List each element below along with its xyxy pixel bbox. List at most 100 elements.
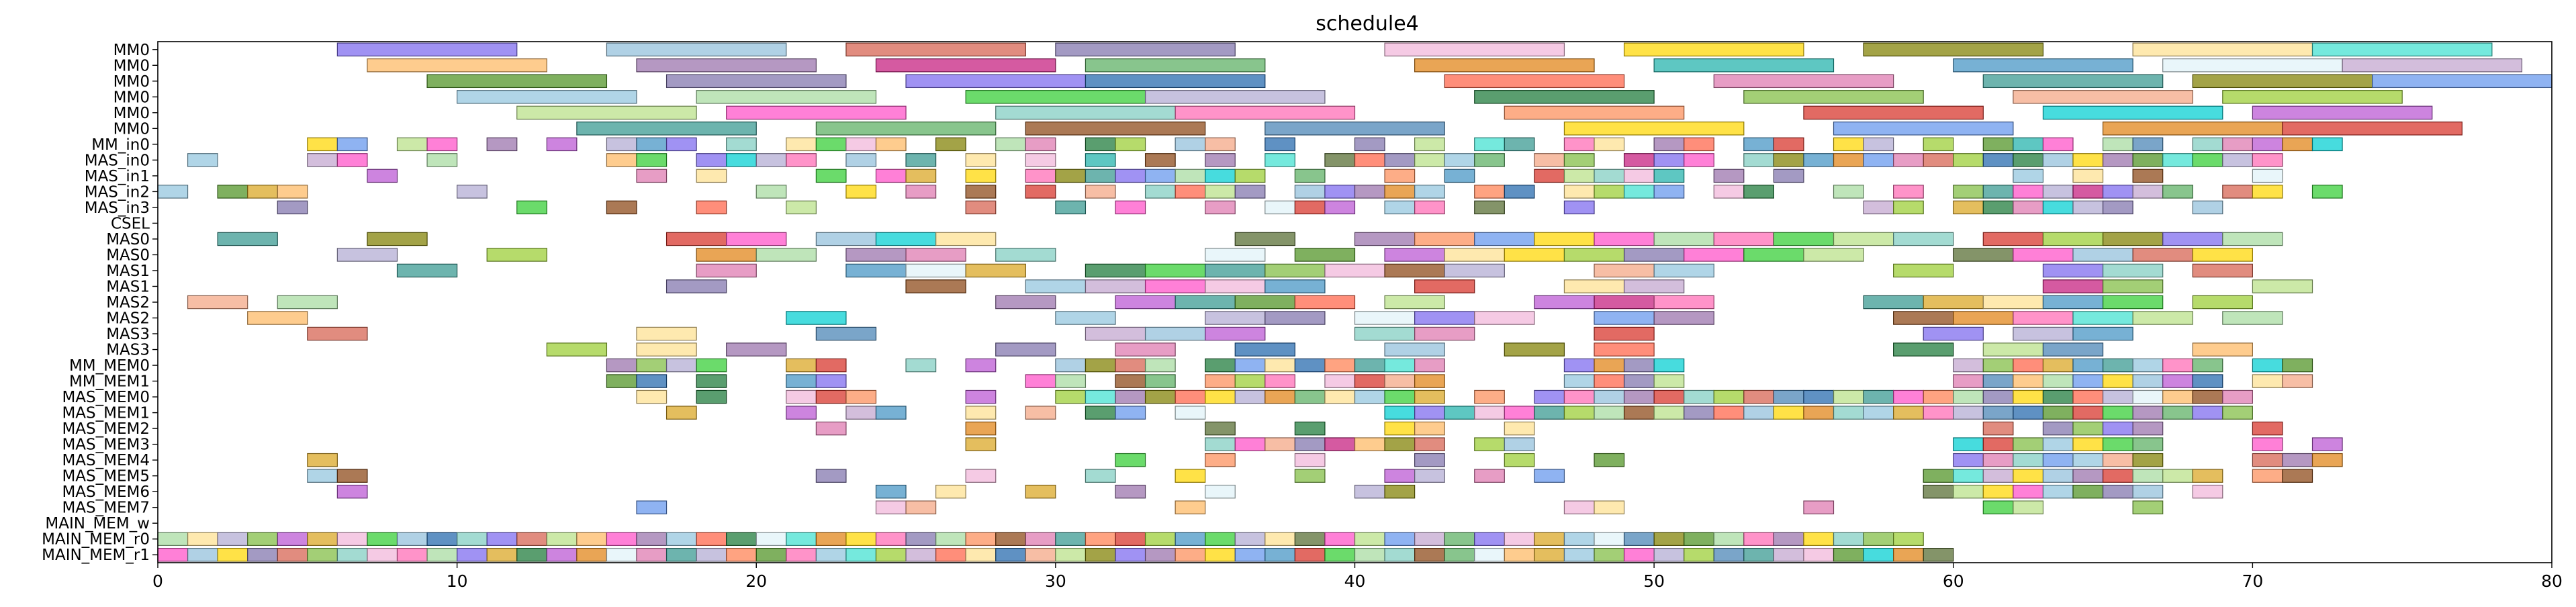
- task-bar: [1444, 547, 1475, 562]
- task-bar: [2072, 469, 2104, 483]
- task-bar: [2192, 153, 2223, 167]
- y-tick-label: MM_MEM1: [69, 373, 150, 391]
- task-bar: [696, 169, 727, 183]
- task-bar: [1264, 437, 1295, 451]
- task-bar: [307, 153, 338, 167]
- task-bar: [1982, 469, 2014, 483]
- task-bar: [1684, 137, 1714, 152]
- task-bar: [1384, 42, 1565, 57]
- task-bar: [1653, 137, 1685, 152]
- task-bar: [2013, 500, 2044, 514]
- task-bar: [1085, 532, 1116, 546]
- task-bar: [1833, 153, 1864, 167]
- task-bar: [1234, 437, 1266, 451]
- task-bar: [1743, 389, 1774, 404]
- task-bar: [277, 532, 308, 546]
- task-bar: [1324, 437, 1356, 451]
- task-bar: [815, 532, 847, 546]
- task-bar: [1085, 358, 1116, 373]
- task-bar: [2282, 453, 2313, 467]
- task-bar: [1653, 311, 1714, 325]
- task-bar: [1563, 532, 1595, 546]
- task-bar: [1384, 484, 1416, 499]
- task-bar: [157, 547, 189, 562]
- task-bar: [336, 532, 368, 546]
- task-bar: [1115, 342, 1176, 357]
- task-bar: [1324, 200, 1356, 215]
- task-bar: [1504, 437, 1535, 451]
- task-bar: [1534, 169, 1565, 183]
- task-bar: [1474, 200, 1505, 215]
- y-tick-label: MAS_MEM5: [62, 468, 150, 485]
- task-bar: [636, 153, 668, 167]
- task-bar: [2072, 153, 2104, 167]
- task-bar: [1474, 547, 1505, 562]
- y-tick-label: MAS_MEM2: [62, 420, 150, 438]
- task-bar: [1684, 406, 1714, 420]
- task-bar: [696, 200, 727, 215]
- task-bar: [905, 74, 1087, 89]
- task-bar: [2252, 279, 2313, 293]
- task-bar: [486, 137, 518, 152]
- task-bar: [845, 406, 877, 420]
- task-bar: [1025, 185, 1056, 199]
- task-bar: [665, 232, 727, 246]
- task-bar: [1594, 311, 1655, 325]
- task-bar: [426, 532, 458, 546]
- task-bar: [965, 185, 997, 199]
- x-tick-label: 50: [1643, 571, 1665, 591]
- task-bar: [1803, 389, 1835, 404]
- task-bar: [606, 42, 787, 57]
- task-bar: [1354, 185, 1385, 199]
- task-bar: [1893, 342, 1954, 357]
- task-bar: [1953, 437, 1984, 451]
- task-bar: [1684, 153, 1714, 167]
- task-bar: [1324, 532, 1356, 546]
- task-bar: [367, 232, 428, 246]
- task-bar: [1863, 295, 1924, 310]
- task-bar: [2072, 437, 2104, 451]
- task-bar: [2042, 469, 2074, 483]
- task-bar: [1144, 374, 1176, 388]
- y-tick-label: MAS_in0: [85, 152, 150, 169]
- task-bar: [1563, 374, 1595, 388]
- task-bar: [1594, 453, 1625, 467]
- task-bar: [2222, 153, 2253, 167]
- task-bar: [2072, 406, 2104, 420]
- task-bar: [1384, 263, 1445, 278]
- task-bar: [1414, 437, 1445, 451]
- task-bar: [1982, 453, 2014, 467]
- task-bar: [2102, 374, 2133, 388]
- task-bar: [1444, 248, 1505, 262]
- task-bar: [1982, 200, 2014, 215]
- task-bar: [965, 200, 997, 215]
- task-bar: [1773, 232, 1835, 246]
- task-bar: [2162, 153, 2193, 167]
- task-bar: [1594, 232, 1655, 246]
- task-bar: [516, 532, 547, 546]
- task-bar: [1055, 532, 1087, 546]
- task-bar: [1144, 326, 1206, 341]
- task-bar: [875, 58, 1056, 73]
- task-bar: [1623, 42, 1804, 57]
- task-bar: [995, 248, 1056, 262]
- task-bar: [2013, 169, 2044, 183]
- task-bar: [426, 74, 608, 89]
- task-bar: [2132, 358, 2164, 373]
- task-bar: [755, 547, 787, 562]
- task-bar: [1264, 374, 1295, 388]
- task-bar: [606, 374, 637, 388]
- task-bar: [1085, 153, 1116, 167]
- task-bar: [636, 326, 697, 341]
- task-bar: [2013, 185, 2044, 199]
- task-bar: [1414, 453, 1445, 467]
- task-bar: [1713, 406, 1745, 420]
- task-bar: [2013, 358, 2044, 373]
- task-bar: [187, 547, 218, 562]
- task-bar: [1085, 74, 1266, 89]
- y-tick-label: MM0: [113, 105, 150, 122]
- task-bar: [2102, 437, 2133, 451]
- task-bar: [1085, 389, 1116, 404]
- task-bar: [2192, 74, 2373, 89]
- y-tick-label: MAIN_MEM_r1: [42, 547, 150, 564]
